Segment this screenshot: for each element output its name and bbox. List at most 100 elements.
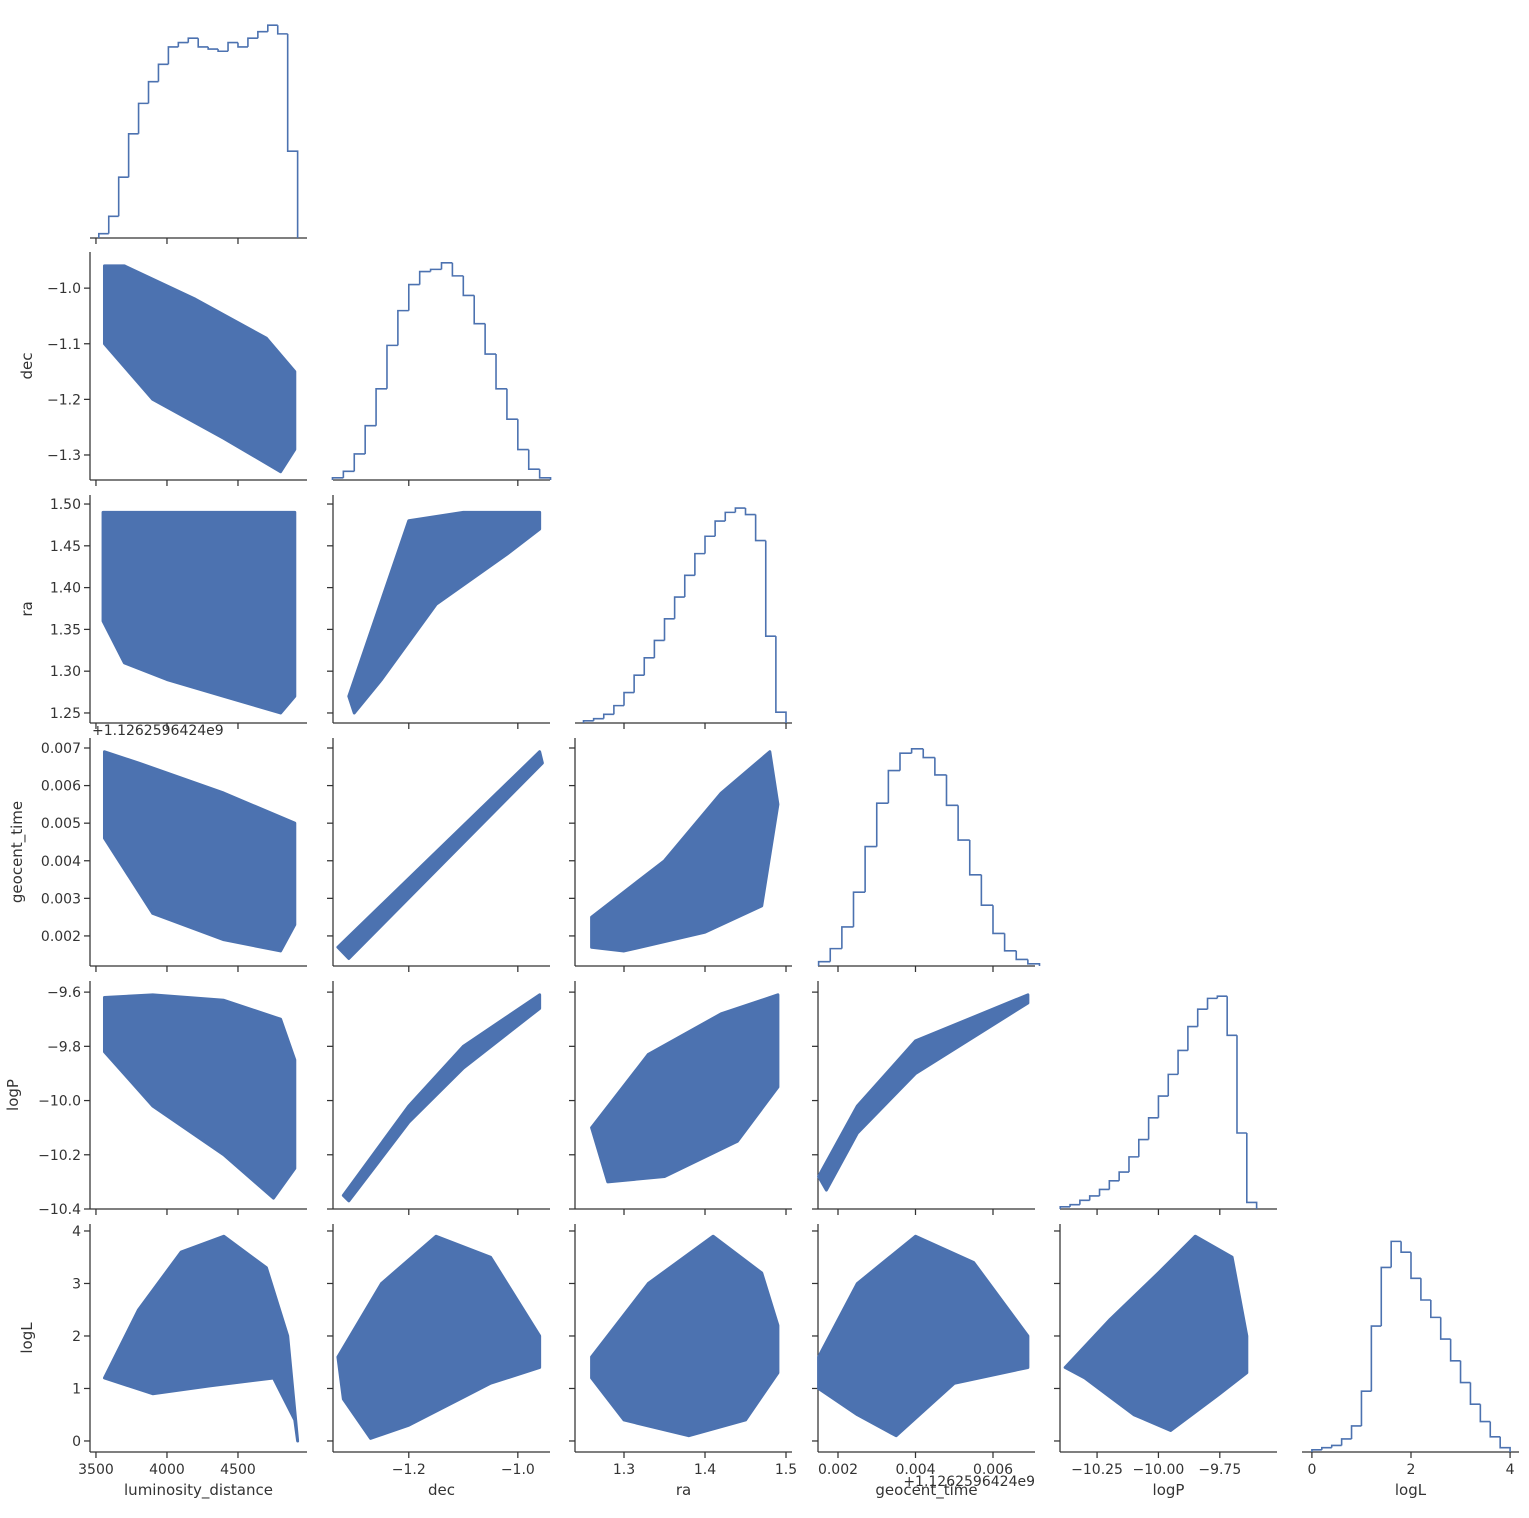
hist-step [582, 720, 594, 723]
hist-step [1469, 1382, 1481, 1406]
hist-step [1069, 1203, 1080, 1207]
hist-step [1340, 1438, 1352, 1446]
hist-step [440, 262, 453, 270]
hist-step [744, 508, 756, 516]
hist-step [1157, 1095, 1169, 1118]
hist-step [899, 752, 912, 771]
hist-step [1015, 950, 1028, 961]
hist-step [247, 37, 258, 47]
hist-step [157, 63, 169, 82]
scatter-cloud [590, 750, 780, 953]
hist-step [829, 947, 842, 962]
scatter-cloud [102, 264, 297, 474]
hist-step [980, 874, 993, 906]
hist-step [683, 574, 695, 598]
x-axis-label: ra [676, 1481, 691, 1499]
x-tick-label: 1.4 [694, 1462, 716, 1478]
hist-step [1167, 1073, 1179, 1097]
hist-step [1138, 1138, 1149, 1157]
hist-step [177, 41, 189, 47]
hist-step [1246, 1133, 1258, 1209]
x-axis-label: luminosity_distance [124, 1481, 273, 1500]
hist-step [754, 514, 766, 542]
hist-step [473, 295, 486, 325]
hist-step [694, 552, 706, 576]
x-axis-label: dec [428, 1481, 455, 1499]
y-tick-label: −9.8 [47, 1039, 81, 1055]
scatter-cloud [590, 1234, 780, 1438]
y-tick-label: −1.3 [47, 448, 81, 464]
hist-step [613, 704, 625, 715]
y-tick-label: 1.25 [50, 706, 81, 722]
scatter-cloud [101, 510, 297, 715]
hist-step [841, 926, 854, 949]
hist-step [517, 419, 529, 451]
hist-step [1479, 1404, 1491, 1423]
hist-step [462, 275, 475, 297]
hist-step [1059, 1206, 1071, 1209]
hist-step [704, 535, 716, 554]
hist-step [817, 960, 831, 966]
scatter-cloud [1063, 1234, 1249, 1432]
y-axis-label: logL [18, 1322, 36, 1354]
hist-step [602, 713, 614, 719]
hist-step [1311, 1449, 1322, 1452]
y-tick-label: 0.002 [41, 929, 81, 945]
hist-step [663, 617, 675, 641]
hist-step [1196, 1008, 1208, 1027]
x-tick-label: 2 [1407, 1462, 1416, 1478]
scatter-cloud [336, 750, 544, 960]
hist-step [137, 102, 149, 134]
hist-step [167, 46, 179, 65]
hist-step [276, 25, 288, 35]
hist-step [1430, 1300, 1441, 1319]
hist-step [187, 37, 199, 43]
y-tick-label: 0.005 [41, 816, 81, 832]
hist-step [1216, 995, 1228, 999]
x-tick-label: 0 [1307, 1462, 1316, 1478]
hist-step [397, 309, 409, 346]
hist-step [386, 344, 398, 389]
x-tick-label: −1.0 [501, 1462, 535, 1478]
x-axis-label: logL [1395, 1481, 1427, 1499]
hist-step [1360, 1390, 1372, 1426]
y-tick-label: 1.45 [50, 539, 81, 555]
hist-step [418, 270, 431, 285]
hist-step [1003, 933, 1017, 952]
hist-step [1459, 1360, 1471, 1384]
hist-step [331, 477, 344, 480]
y-tick-label: 2 [72, 1329, 81, 1345]
hist-step [286, 33, 299, 238]
scatter-cloud [336, 1234, 542, 1440]
y-tick-label: 1 [72, 1381, 81, 1397]
hist-step [1147, 1117, 1159, 1140]
hist-step [714, 520, 726, 537]
hist-step [633, 674, 645, 693]
hist-step [1350, 1425, 1362, 1439]
y-axis-label: ra [18, 601, 36, 616]
hist-step [1400, 1241, 1411, 1254]
hist-step [107, 215, 119, 234]
y-axis-label: dec [18, 353, 36, 380]
hist-step [1420, 1278, 1431, 1301]
scatter-cloud [102, 750, 297, 953]
hist-step [910, 748, 924, 754]
hist-step [957, 805, 970, 841]
hist-step [1449, 1339, 1461, 1362]
y-tick-label: 4 [72, 1224, 81, 1240]
hist-step [147, 80, 159, 104]
hist-step [1079, 1199, 1090, 1205]
hist-step [538, 469, 552, 480]
scatter-cloud [347, 510, 542, 715]
hist-step [934, 757, 947, 776]
hist-step [724, 511, 736, 522]
x-tick-label: 0.006 [973, 1462, 1013, 1478]
scatter-cloud [341, 993, 542, 1203]
hist-step [1206, 997, 1218, 1010]
scatter-cloud [817, 993, 1030, 1192]
y-tick-label: −1.2 [47, 392, 81, 408]
hist-step [1390, 1240, 1402, 1268]
hist-step [342, 470, 355, 478]
x-tick-label: 1.5 [775, 1462, 797, 1478]
